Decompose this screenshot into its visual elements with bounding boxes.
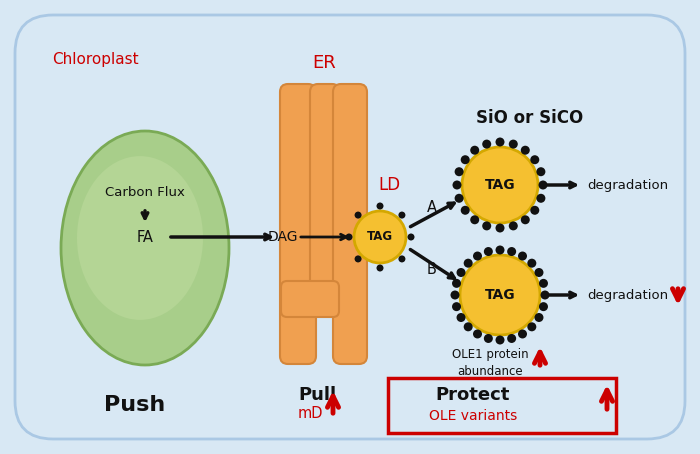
Circle shape [456, 268, 466, 277]
Circle shape [346, 233, 353, 241]
Circle shape [484, 334, 493, 343]
Text: mD: mD [298, 405, 323, 420]
Circle shape [496, 336, 505, 345]
Circle shape [496, 246, 505, 255]
Text: Carbon Flux: Carbon Flux [105, 186, 185, 198]
Text: Pull: Pull [298, 386, 336, 404]
Circle shape [518, 330, 527, 339]
Circle shape [538, 181, 547, 189]
Text: TAG: TAG [484, 178, 515, 192]
Circle shape [470, 215, 480, 224]
Circle shape [536, 167, 545, 176]
Circle shape [452, 302, 461, 311]
Circle shape [461, 206, 470, 215]
Text: Push: Push [104, 395, 166, 415]
Circle shape [452, 181, 461, 189]
Text: OLE1 protein
abundance: OLE1 protein abundance [452, 348, 528, 378]
Circle shape [470, 146, 480, 155]
Circle shape [484, 247, 493, 256]
Circle shape [460, 255, 540, 335]
Circle shape [452, 279, 461, 288]
Circle shape [398, 212, 405, 218]
Circle shape [463, 322, 473, 331]
Circle shape [531, 155, 539, 164]
FancyBboxPatch shape [15, 15, 685, 439]
Ellipse shape [61, 131, 229, 365]
Text: FA: FA [136, 230, 153, 245]
Text: B: B [427, 262, 437, 277]
Text: OLE variants: OLE variants [429, 409, 517, 423]
Circle shape [456, 313, 466, 322]
FancyBboxPatch shape [388, 378, 616, 433]
Circle shape [463, 259, 473, 268]
Circle shape [454, 194, 463, 203]
Circle shape [354, 211, 406, 263]
Circle shape [355, 212, 362, 218]
Circle shape [527, 322, 536, 331]
Ellipse shape [77, 156, 203, 320]
Text: TAG: TAG [367, 231, 393, 243]
Circle shape [398, 256, 405, 262]
Circle shape [377, 202, 384, 209]
Circle shape [407, 233, 414, 241]
Text: TAG: TAG [484, 288, 515, 302]
Circle shape [507, 334, 516, 343]
Circle shape [536, 194, 545, 203]
Circle shape [521, 215, 530, 224]
Text: DAG: DAG [267, 230, 298, 244]
Text: degradation: degradation [587, 288, 668, 301]
Text: SiO or SiCO: SiO or SiCO [477, 109, 584, 127]
Circle shape [539, 302, 548, 311]
Circle shape [535, 268, 543, 277]
Circle shape [509, 222, 518, 230]
Circle shape [461, 155, 470, 164]
Circle shape [540, 291, 550, 300]
Text: LD: LD [378, 176, 400, 194]
Circle shape [507, 247, 516, 256]
Circle shape [462, 147, 538, 223]
Circle shape [531, 206, 539, 215]
Circle shape [518, 252, 527, 261]
Circle shape [482, 139, 491, 148]
Circle shape [527, 259, 536, 268]
Circle shape [482, 222, 491, 230]
FancyBboxPatch shape [280, 84, 316, 364]
Text: degradation: degradation [587, 178, 668, 192]
Circle shape [473, 330, 482, 339]
Text: A: A [427, 201, 437, 216]
Circle shape [496, 223, 505, 232]
FancyBboxPatch shape [333, 84, 367, 364]
Circle shape [377, 265, 384, 271]
Circle shape [539, 279, 548, 288]
Circle shape [454, 167, 463, 176]
Text: Chloroplast: Chloroplast [52, 52, 139, 67]
FancyBboxPatch shape [281, 281, 339, 317]
Circle shape [473, 252, 482, 261]
Circle shape [355, 256, 362, 262]
Text: Protect: Protect [436, 386, 510, 404]
Text: ER: ER [312, 54, 336, 72]
Circle shape [521, 146, 530, 155]
Circle shape [451, 291, 459, 300]
FancyBboxPatch shape [310, 84, 340, 299]
Circle shape [496, 138, 505, 147]
Circle shape [509, 139, 518, 148]
Circle shape [535, 313, 543, 322]
